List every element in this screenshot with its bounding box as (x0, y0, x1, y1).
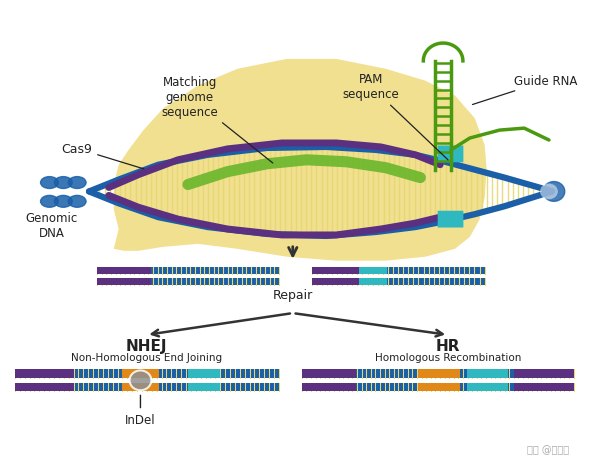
Bar (122, 383, 159, 392)
Ellipse shape (68, 196, 86, 208)
Text: Genomic
DNA: Genomic DNA (25, 212, 78, 240)
Bar (359, 278, 387, 286)
Bar (97, 267, 152, 275)
Ellipse shape (68, 177, 86, 189)
Text: Non-Homologous End Joining: Non-Homologous End Joining (71, 352, 222, 362)
Bar (311, 267, 485, 275)
Bar (311, 278, 485, 286)
Bar (188, 369, 220, 378)
Bar (514, 383, 574, 392)
Text: HR: HR (436, 338, 461, 353)
Bar (15, 383, 279, 392)
Ellipse shape (130, 371, 152, 390)
Ellipse shape (54, 177, 72, 189)
Bar (15, 369, 74, 378)
Bar (15, 383, 74, 392)
Text: Repair: Repair (273, 288, 313, 301)
Bar (97, 267, 279, 275)
Bar (302, 369, 356, 378)
Bar (97, 278, 152, 286)
Polygon shape (114, 60, 487, 261)
Bar (302, 383, 574, 392)
Bar (188, 383, 220, 392)
Ellipse shape (41, 196, 59, 208)
Bar (302, 369, 574, 378)
Bar (15, 369, 279, 378)
Text: Cas9: Cas9 (62, 143, 144, 169)
Ellipse shape (540, 184, 558, 200)
Bar (122, 369, 159, 378)
Bar (467, 383, 509, 392)
FancyBboxPatch shape (437, 146, 464, 163)
Text: Homologous Recombination: Homologous Recombination (375, 352, 521, 362)
Text: Matching
genome
sequence: Matching genome sequence (162, 76, 273, 163)
Bar (359, 267, 387, 275)
Bar (514, 369, 574, 378)
Bar (419, 369, 460, 378)
Ellipse shape (41, 177, 59, 189)
Ellipse shape (54, 196, 72, 208)
Bar (302, 383, 356, 392)
Bar (97, 278, 279, 286)
Text: NHEJ: NHEJ (126, 338, 167, 353)
Bar (467, 369, 509, 378)
Text: InDel: InDel (125, 395, 156, 426)
Text: 知乎 @黄潮勇: 知乎 @黄潮勇 (527, 444, 569, 455)
Ellipse shape (543, 182, 565, 202)
Bar (419, 383, 460, 392)
Bar (311, 267, 359, 275)
Text: PAM
sequence: PAM sequence (343, 73, 448, 161)
FancyBboxPatch shape (437, 211, 464, 228)
Bar (311, 278, 359, 286)
Text: Guide RNA: Guide RNA (472, 75, 578, 105)
